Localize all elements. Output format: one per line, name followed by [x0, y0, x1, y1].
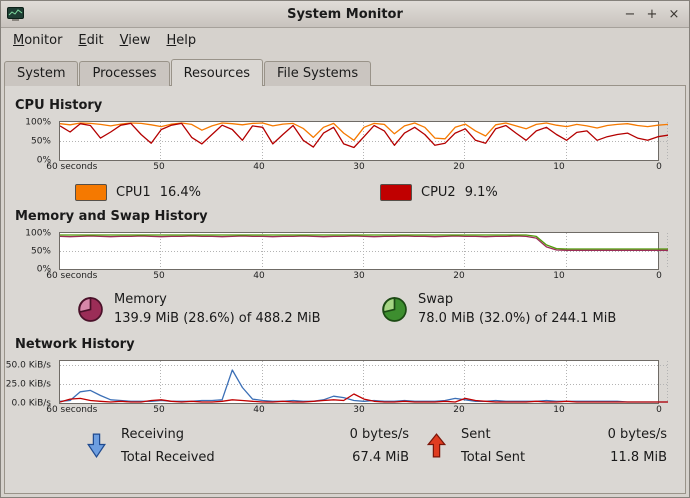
memory-chart-canvas [60, 233, 668, 269]
total-sent-label: Total Sent [461, 449, 526, 465]
sent-label: Sent [461, 426, 491, 442]
cpu-chart-canvas [60, 122, 668, 160]
cpu-history-heading: CPU History [15, 98, 103, 113]
receiving-label: Receiving [121, 426, 185, 442]
total-received-value: 67.4 MiB [352, 449, 409, 465]
network-legend: Receiving 0 bytes/s Total Received 67.4 … [85, 427, 685, 465]
cpu-history-chart: 100% 50% 0% 60 seconds 50 40 30 20 10 0 [25, 118, 668, 174]
memory-swap-heading: Memory and Swap History [15, 209, 208, 224]
cpu-x-axis-labels: 60 seconds 50 40 30 20 10 0 [46, 162, 662, 172]
cpu1-color-swatch[interactable] [75, 184, 107, 201]
memory-pie-icon [78, 297, 103, 323]
sent-rate: 0 bytes/s [607, 426, 667, 442]
memory-usage-value: 139.9 MiB (28.6%) of 488.2 MiB [114, 310, 321, 326]
memory-history-chart: 100% 50% 0% 60 seconds 50 40 30 20 10 0 [25, 229, 668, 283]
maximize-button[interactable]: + [646, 6, 658, 22]
receiving-rate: 0 bytes/s [349, 426, 409, 442]
sent-legend-item: Sent 0 bytes/s Total Sent 11.8 MiB [425, 427, 667, 465]
receiving-legend-item: Receiving 0 bytes/s Total Received 67.4 … [85, 427, 425, 465]
resources-page: CPU History 100% 50% 0% 60 seconds 50 40 30 20… [4, 85, 686, 494]
upload-arrow-icon [426, 433, 447, 458]
menu-monitor[interactable]: Monitor [13, 33, 63, 48]
menubar: Monitor Edit View Help [1, 28, 689, 53]
cpu2-legend-item: CPU2 9.1% [380, 184, 685, 201]
cpu2-label: CPU2 [421, 185, 456, 200]
tab-bar: System Processes Resources File Systems [1, 53, 689, 86]
minimize-button[interactable]: − [624, 6, 636, 22]
cpu-legend: CPU1 16.4% CPU2 9.1% [75, 184, 685, 201]
swap-label: Swap [418, 292, 454, 307]
cpu1-value: 16.4% [159, 185, 202, 200]
menu-edit[interactable]: Edit [78, 33, 104, 48]
swap-legend-item: Swap 78.0 MiB (32.0%) of 244.1 MiB [381, 291, 685, 329]
memory-label: Memory [114, 292, 167, 307]
app-icon [7, 6, 24, 21]
swap-usage-value: 78.0 MiB (32.0%) of 244.1 MiB [418, 310, 617, 326]
tab-file-systems[interactable]: File Systems [263, 61, 372, 86]
download-arrow-icon [87, 433, 106, 459]
swap-pie-icon [382, 297, 407, 323]
menu-view[interactable]: View [119, 33, 151, 48]
tab-processes[interactable]: Processes [79, 61, 170, 86]
close-button[interactable]: × [668, 6, 680, 22]
memory-x-axis-labels: 60 seconds 50 40 30 20 10 0 [46, 271, 662, 281]
network-history-heading: Network History [15, 336, 135, 352]
titlebar: System Monitor − + × [1, 1, 689, 28]
cpu2-value: 9.1% [464, 185, 498, 200]
memory-legend: Memory 139.9 MiB (28.6%) of 488.2 MiB Sw… [77, 291, 685, 329]
cpu2-color-swatch[interactable] [380, 184, 412, 201]
total-sent-value: 11.8 MiB [610, 449, 667, 465]
network-chart-canvas [60, 360, 668, 403]
cpu1-legend-item: CPU1 16.4% [75, 184, 380, 201]
network-x-axis-labels: 60 seconds 50 40 30 20 10 0 [46, 404, 662, 415]
tab-resources[interactable]: Resources [170, 59, 263, 86]
memory-legend-item: Memory 139.9 MiB (28.6%) of 488.2 MiB [77, 291, 381, 329]
network-history-chart: 50.0 KiB/s 25.0 KiB/s 0.0 KiB/s 60 seconds… [6, 359, 668, 417]
cpu1-label: CPU1 [116, 185, 151, 200]
window-title: System Monitor [287, 6, 403, 22]
total-received-label: Total Received [121, 449, 215, 465]
menu-help[interactable]: Help [166, 33, 197, 48]
tab-system[interactable]: System [4, 61, 79, 86]
